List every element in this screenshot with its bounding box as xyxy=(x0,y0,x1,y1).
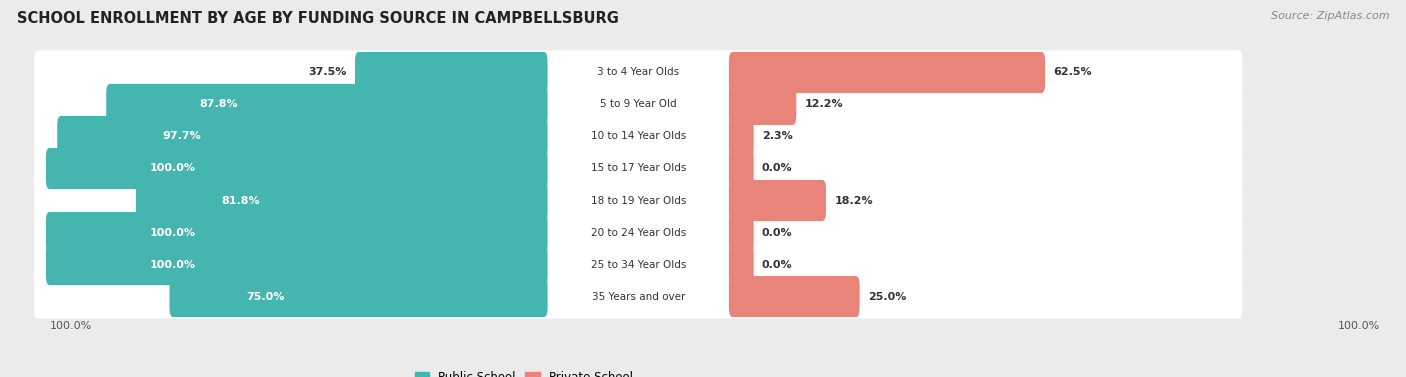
FancyBboxPatch shape xyxy=(46,244,547,285)
Text: 100.0%: 100.0% xyxy=(49,321,91,331)
Text: 15 to 17 Year Olds: 15 to 17 Year Olds xyxy=(591,164,686,173)
FancyBboxPatch shape xyxy=(34,178,1243,222)
FancyBboxPatch shape xyxy=(34,210,1243,254)
FancyBboxPatch shape xyxy=(728,148,754,189)
Legend: Public School, Private School: Public School, Private School xyxy=(411,366,638,377)
Text: 12.2%: 12.2% xyxy=(804,100,844,109)
Text: 25.0%: 25.0% xyxy=(868,291,907,302)
FancyBboxPatch shape xyxy=(34,146,1243,191)
Text: SCHOOL ENROLLMENT BY AGE BY FUNDING SOURCE IN CAMPBELLSBURG: SCHOOL ENROLLMENT BY AGE BY FUNDING SOUR… xyxy=(17,11,619,26)
FancyBboxPatch shape xyxy=(58,116,547,157)
FancyBboxPatch shape xyxy=(728,52,1045,93)
FancyBboxPatch shape xyxy=(34,114,1243,159)
Text: 100.0%: 100.0% xyxy=(1339,321,1381,331)
Text: 100.0%: 100.0% xyxy=(150,227,195,238)
FancyBboxPatch shape xyxy=(728,244,754,285)
Text: 62.5%: 62.5% xyxy=(1053,67,1092,77)
Text: Source: ZipAtlas.com: Source: ZipAtlas.com xyxy=(1271,11,1389,21)
FancyBboxPatch shape xyxy=(136,180,547,221)
Text: 25 to 34 Year Olds: 25 to 34 Year Olds xyxy=(591,259,686,270)
FancyBboxPatch shape xyxy=(34,274,1243,319)
Text: 18.2%: 18.2% xyxy=(834,196,873,205)
Text: 75.0%: 75.0% xyxy=(246,291,285,302)
FancyBboxPatch shape xyxy=(46,148,547,189)
Text: 3 to 4 Year Olds: 3 to 4 Year Olds xyxy=(598,67,679,77)
Text: 0.0%: 0.0% xyxy=(762,227,793,238)
Text: 5 to 9 Year Old: 5 to 9 Year Old xyxy=(600,100,676,109)
FancyBboxPatch shape xyxy=(728,276,859,317)
FancyBboxPatch shape xyxy=(46,212,547,253)
Text: 20 to 24 Year Olds: 20 to 24 Year Olds xyxy=(591,227,686,238)
Text: 0.0%: 0.0% xyxy=(762,164,793,173)
FancyBboxPatch shape xyxy=(107,84,547,125)
FancyBboxPatch shape xyxy=(34,83,1243,127)
Text: 97.7%: 97.7% xyxy=(162,132,201,141)
Text: 0.0%: 0.0% xyxy=(762,259,793,270)
FancyBboxPatch shape xyxy=(728,212,754,253)
FancyBboxPatch shape xyxy=(728,84,796,125)
Text: 35 Years and over: 35 Years and over xyxy=(592,291,685,302)
FancyBboxPatch shape xyxy=(728,180,825,221)
FancyBboxPatch shape xyxy=(354,52,547,93)
Text: 81.8%: 81.8% xyxy=(221,196,260,205)
Text: 2.3%: 2.3% xyxy=(762,132,793,141)
Text: 87.8%: 87.8% xyxy=(200,100,238,109)
Text: 18 to 19 Year Olds: 18 to 19 Year Olds xyxy=(591,196,686,205)
Text: 10 to 14 Year Olds: 10 to 14 Year Olds xyxy=(591,132,686,141)
FancyBboxPatch shape xyxy=(170,276,547,317)
FancyBboxPatch shape xyxy=(34,242,1243,287)
Text: 100.0%: 100.0% xyxy=(150,164,195,173)
Text: 100.0%: 100.0% xyxy=(150,259,195,270)
FancyBboxPatch shape xyxy=(34,51,1243,95)
FancyBboxPatch shape xyxy=(728,116,754,157)
Text: 37.5%: 37.5% xyxy=(308,67,347,77)
